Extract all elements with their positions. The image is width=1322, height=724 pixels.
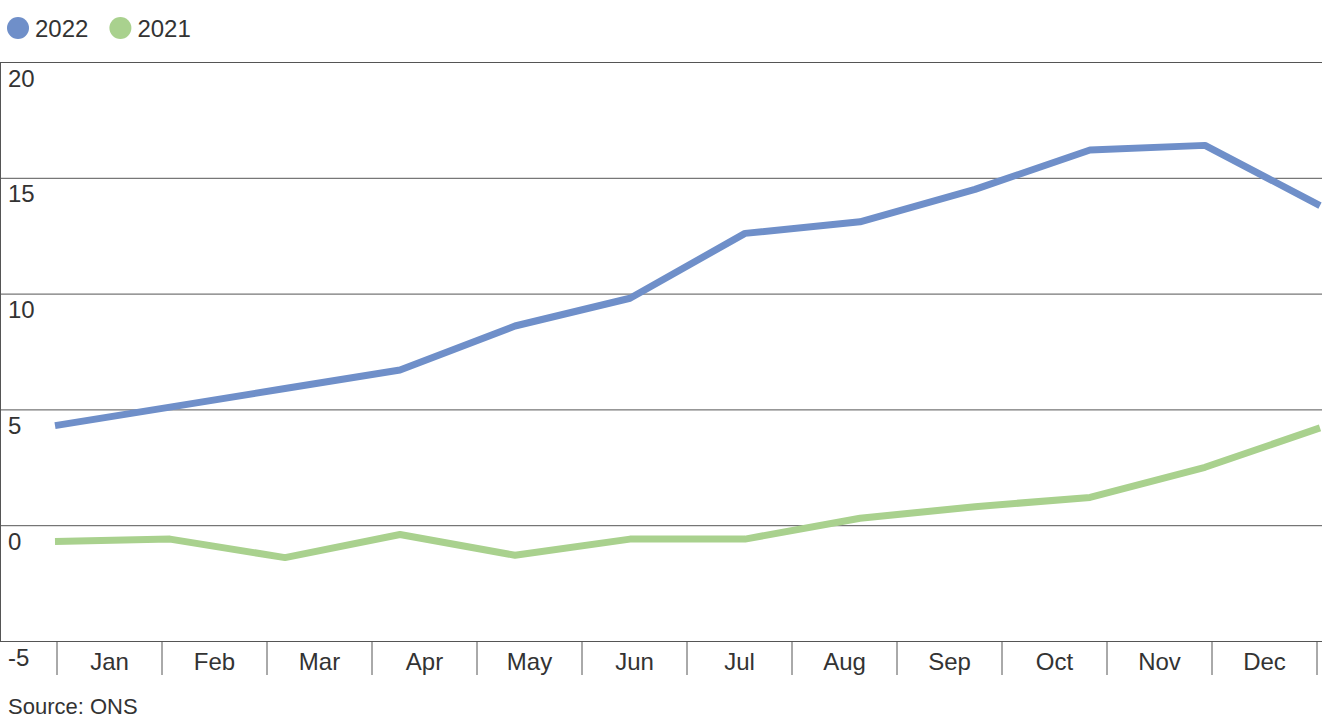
- legend-swatch: [109, 17, 131, 39]
- legend-label: 2022: [35, 15, 88, 42]
- category-separators: [57, 641, 1317, 675]
- x-tick-label: Nov: [1138, 648, 1181, 675]
- y-tick-label: 5: [8, 412, 21, 439]
- category-separator: [57, 641, 58, 675]
- grid-line: [0, 62, 1322, 63]
- y-tick-label: 0: [8, 528, 21, 555]
- x-tick: Jan: [90, 648, 129, 675]
- y-tick-label: 20: [8, 65, 35, 92]
- x-tick: Jul: [724, 648, 755, 675]
- category-separator: [1002, 641, 1003, 675]
- y-tick: 5: [0, 410, 1322, 439]
- chart: -5 0 5 10 15 20 Jan Feb Mar Apr May Jun Jul Aug Sep Oct…: [0, 0, 1322, 724]
- y-tick: 15: [0, 178, 1322, 207]
- source-note: Source: ONS: [8, 694, 138, 719]
- category-separator: [897, 641, 898, 675]
- grid-line: [0, 178, 1322, 179]
- category-separator: [1317, 641, 1318, 675]
- category-separator: [267, 641, 268, 675]
- series-line: [55, 145, 1320, 425]
- x-tick-label: Apr: [406, 648, 443, 675]
- x-tick-label: Feb: [194, 648, 235, 675]
- grid-line: [0, 409, 1322, 410]
- x-tick: Oct: [1036, 648, 1074, 675]
- y-tick: 10: [0, 294, 1322, 323]
- x-tick-label: Dec: [1243, 648, 1286, 675]
- x-axis: Jan Feb Mar Apr May Jun Jul Aug Sep Oct Nov Dec: [90, 648, 1286, 675]
- x-tick-label: Mar: [299, 648, 340, 675]
- x-tick-label: Oct: [1036, 648, 1074, 675]
- y-tick-label: 15: [8, 180, 35, 207]
- series-line: [55, 428, 1320, 558]
- x-tick-label: May: [507, 648, 552, 675]
- y-axis: -5 0 5 10 15 20: [0, 63, 1322, 671]
- grid-line: [0, 641, 1322, 642]
- category-separator: [792, 641, 793, 675]
- x-tick: Sep: [928, 648, 971, 675]
- legend: 2022 2021: [7, 15, 191, 42]
- category-separator: [1212, 641, 1213, 675]
- category-separator: [372, 641, 373, 675]
- category-separator: [1107, 641, 1108, 675]
- legend-label: 2021: [137, 15, 190, 42]
- x-tick-label: Jan: [90, 648, 129, 675]
- category-separator: [687, 641, 688, 675]
- plot-area: [55, 145, 1320, 557]
- x-tick: May: [507, 648, 552, 675]
- grid-line: [0, 525, 1322, 526]
- y-tick: 20: [0, 63, 1322, 92]
- x-tick: Feb: [194, 648, 235, 675]
- x-tick: Aug: [823, 648, 866, 675]
- category-separator: [582, 641, 583, 675]
- x-tick: Dec: [1243, 648, 1286, 675]
- category-separator: [477, 641, 478, 675]
- x-tick: Apr: [406, 648, 443, 675]
- category-separator: [162, 641, 163, 675]
- x-tick: Jun: [615, 648, 654, 675]
- y-tick-label: -5: [8, 644, 29, 671]
- x-tick-label: Sep: [928, 648, 971, 675]
- x-tick: Nov: [1138, 648, 1181, 675]
- x-tick: Mar: [299, 648, 340, 675]
- y-tick-label: 10: [8, 296, 35, 323]
- legend-swatch: [7, 17, 29, 39]
- x-tick-label: Jul: [724, 648, 755, 675]
- x-tick-label: Aug: [823, 648, 866, 675]
- y-axis-line: [0, 63, 1, 642]
- x-tick-label: Jun: [615, 648, 654, 675]
- grid-line: [0, 294, 1322, 295]
